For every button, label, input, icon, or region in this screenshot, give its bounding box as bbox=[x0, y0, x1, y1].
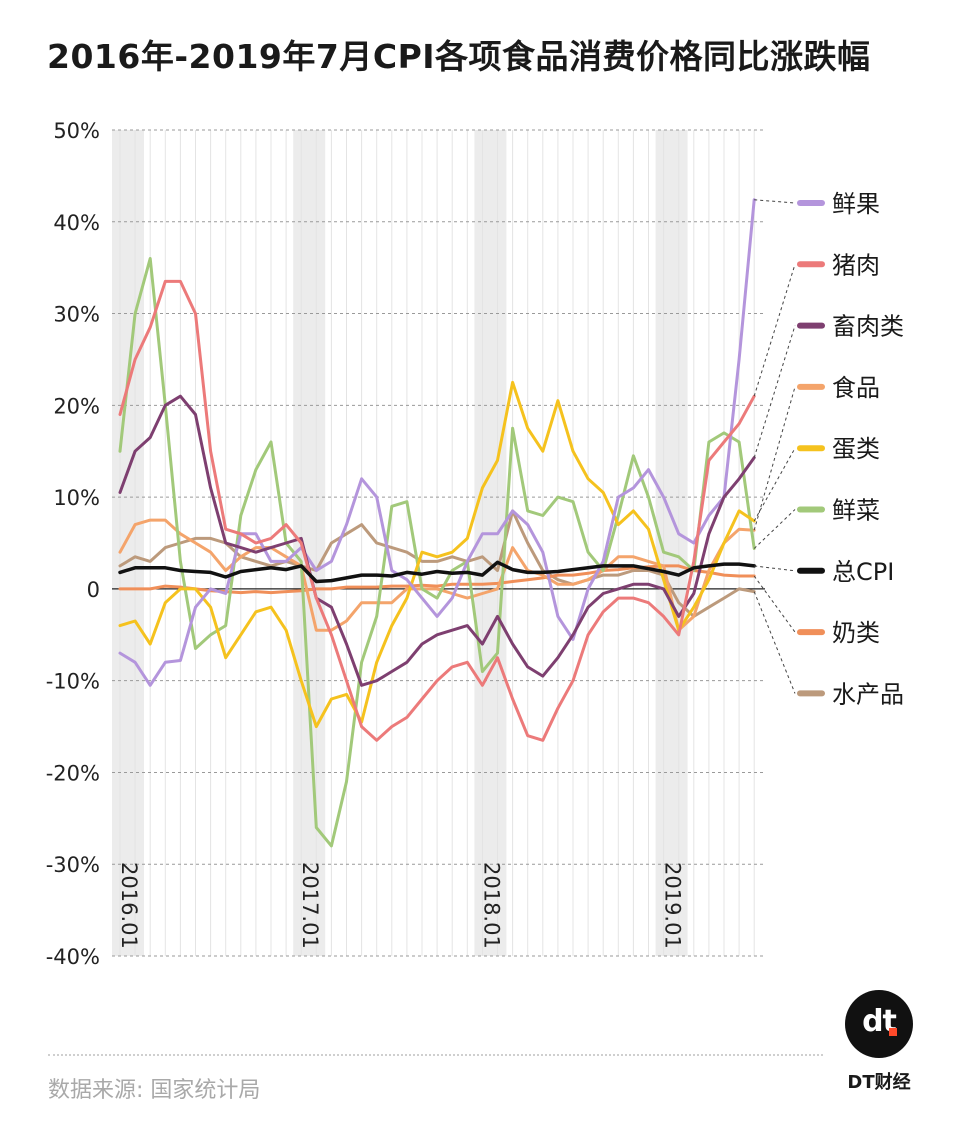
series-line bbox=[118, 394, 756, 687]
legend-label: 水产品 bbox=[832, 680, 904, 708]
y-tick-label: 30% bbox=[53, 303, 100, 327]
series-line bbox=[118, 279, 756, 742]
horizontal-gridlines bbox=[112, 129, 765, 957]
y-axis: 50% 40% 30% 20% 10% 0 -10% -20% -30% -40% bbox=[46, 119, 100, 969]
legend-label: 总CPI bbox=[832, 558, 894, 586]
y-tick-label: 10% bbox=[53, 486, 100, 510]
legend-label: 鲜果 bbox=[832, 190, 880, 218]
legend-label: 鲜菜 bbox=[832, 497, 880, 525]
legend-label: 蛋类 bbox=[832, 435, 880, 463]
x-axis: 2016.01 2017.01 2018.01 2019.01 bbox=[117, 862, 685, 949]
year-band-1 bbox=[112, 130, 144, 956]
series-line bbox=[118, 257, 756, 848]
legend-leader bbox=[753, 386, 796, 531]
logo-dot bbox=[889, 1028, 897, 1036]
series-line bbox=[118, 560, 756, 584]
data-source: 数据来源: 国家统计局 bbox=[48, 1078, 261, 1103]
year-band-2 bbox=[293, 130, 326, 956]
y-tick-label: 50% bbox=[53, 119, 100, 143]
legend-leader bbox=[753, 575, 796, 633]
footer-divider bbox=[48, 1054, 823, 1056]
x-tick-label: 2018.01 bbox=[479, 862, 503, 949]
chart-title: 2016年-2019年7月CPI各项食品消费价格同比涨跌幅 bbox=[47, 37, 871, 76]
y-tick-label: -30% bbox=[46, 853, 100, 877]
brand-logo: dt bbox=[845, 990, 913, 1058]
legend-leader bbox=[753, 509, 796, 549]
y-tick-label: -20% bbox=[46, 761, 100, 785]
legend-leader bbox=[753, 264, 796, 397]
y-tick-label: -10% bbox=[46, 670, 100, 694]
legend-leader bbox=[754, 565, 796, 572]
x-tick-label: 2016.01 bbox=[117, 862, 141, 949]
logo-glyph: dt bbox=[862, 1004, 897, 1039]
series-lines bbox=[118, 198, 756, 848]
legend-leader bbox=[753, 325, 796, 458]
series-line bbox=[118, 198, 756, 687]
legend-leader bbox=[753, 447, 796, 522]
x-tick-label: 2019.01 bbox=[661, 862, 685, 949]
y-tick-label: 20% bbox=[53, 394, 100, 418]
x-tick-label: 2017.01 bbox=[298, 862, 322, 949]
legend-label: 畜肉类 bbox=[832, 313, 904, 341]
year-band-3 bbox=[474, 130, 507, 956]
y-tick-label: -40% bbox=[46, 945, 100, 969]
legend-label: 猪肉 bbox=[832, 251, 880, 279]
brand-name: DT财经 bbox=[847, 1072, 911, 1093]
y-tick-label: 0 bbox=[87, 578, 100, 602]
series-line bbox=[118, 380, 756, 729]
series-line bbox=[118, 518, 756, 632]
legend-label: 食品 bbox=[832, 374, 880, 402]
line-chart: 50% 40% 30% 20% 10% 0 -10% -20% -30% -40% 2016.01… bbox=[46, 119, 904, 969]
legend-label: 奶类 bbox=[832, 619, 880, 647]
y-tick-label: 40% bbox=[53, 211, 100, 235]
legend-leader bbox=[754, 199, 796, 204]
legend-leader bbox=[753, 591, 796, 694]
